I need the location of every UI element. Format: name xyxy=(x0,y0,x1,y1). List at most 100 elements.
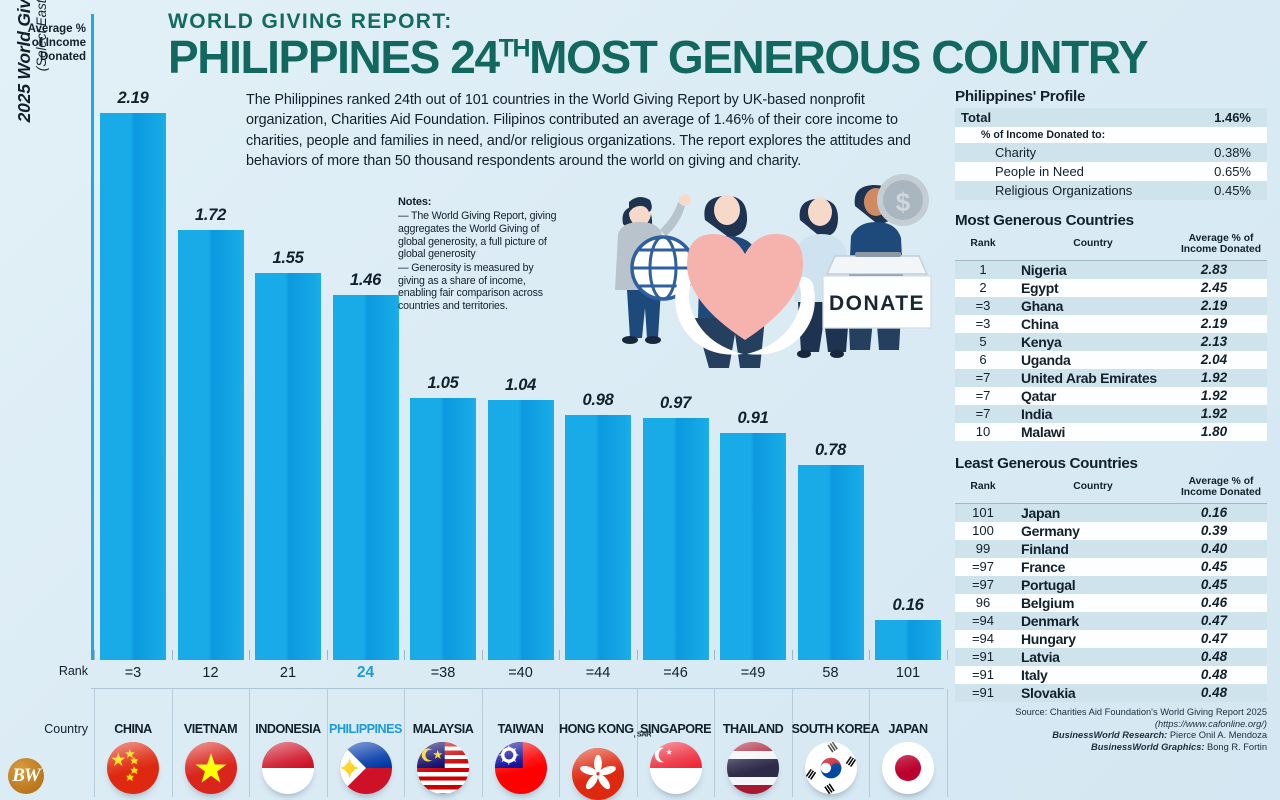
row-rank: =97 xyxy=(971,559,995,575)
table-row: =94 Hungary 0.47 xyxy=(955,629,1267,648)
table-row: 100 Germany 0.39 xyxy=(955,521,1267,540)
axis-cell-singapore: =46 SINGAPORE xyxy=(637,660,715,794)
axis-tick xyxy=(714,650,715,660)
notes-heading: Notes: xyxy=(398,196,432,208)
row-country: Ghana xyxy=(1021,297,1064,314)
bar-column: 1.72 xyxy=(177,10,244,660)
row-value: 2.19 xyxy=(1200,316,1228,332)
row-rank: 100 xyxy=(972,523,994,539)
row-rank: =91 xyxy=(971,667,995,683)
row-value: 2.19 xyxy=(1200,298,1228,314)
axis-cell-separator xyxy=(714,689,715,797)
bar-column: 0.91 xyxy=(720,10,786,660)
rank-value: =3 xyxy=(124,665,142,681)
profile-label: Charity xyxy=(995,145,1037,160)
row-rank: =94 xyxy=(971,631,995,647)
least-generous-table: Rank Country Average % of Income Donated… xyxy=(955,474,1267,702)
axis-tick xyxy=(404,650,405,660)
row-value: 0.48 xyxy=(1200,667,1228,683)
y-axis-title: 2025 World Giving Report Generosity Scor… xyxy=(14,0,50,150)
country-row-label: Country xyxy=(44,722,88,736)
table-row: 6 Uganda 2.04 xyxy=(955,350,1267,369)
profile-row: Total 1.46% xyxy=(955,108,1267,127)
row-rank: =97 xyxy=(971,577,995,593)
bar-column: 1.46 xyxy=(332,10,399,660)
bar-column: 0.97 xyxy=(642,10,709,660)
profile-value: 0.38% xyxy=(1214,145,1251,160)
giving-illustration: $ DONATE xyxy=(545,158,945,373)
country-label: JAPAN xyxy=(888,722,928,736)
row-country: Uganda xyxy=(1021,351,1071,368)
table-row: 1 Nigeria 2.83 xyxy=(955,260,1267,279)
table-row: =91 Slovakia 0.48 xyxy=(955,683,1267,702)
axis-cell-separator xyxy=(326,689,328,797)
row-country: Latvia xyxy=(1021,648,1060,665)
source-url[interactable]: (https://www.cafonline.org/) xyxy=(1154,718,1267,729)
philippines-profile-table: Total 1.46% % of Income Donated to: Charity… xyxy=(955,108,1267,200)
page-title-sup: TH xyxy=(498,34,531,63)
axis-cell-separator xyxy=(946,689,948,797)
row-country: Japan xyxy=(1021,504,1060,521)
y-axis-title-main: 2025 World Giving Report Generosity Scor… xyxy=(14,0,34,122)
axis-cell-separator xyxy=(869,689,870,797)
lg-header-rank: Rank xyxy=(955,474,1011,504)
row-rank: 96 xyxy=(975,595,991,611)
axis-tick xyxy=(171,650,173,660)
bar-japan xyxy=(875,620,941,660)
row-rank: 101 xyxy=(972,505,994,521)
bar-vietnam xyxy=(177,230,244,660)
rank-row-label: Rank xyxy=(58,664,88,678)
bar-value-label: 0.91 xyxy=(737,408,769,427)
row-value: 2.83 xyxy=(1200,262,1228,278)
axis-cell-malaysia: =38 MALAYSIA xyxy=(404,660,482,794)
flag-icon xyxy=(262,742,314,794)
axis-tick xyxy=(869,650,870,660)
row-country: Egypt xyxy=(1021,279,1059,296)
page-title-pre: PHILIPPINES 24 xyxy=(168,31,500,83)
table-row: =7 Qatar 1.92 xyxy=(955,386,1267,405)
profile-row: Charity 0.38% xyxy=(955,143,1267,162)
bar-value-label: 0.16 xyxy=(892,596,924,615)
row-rank: 99 xyxy=(975,541,991,557)
row-rank: 5 xyxy=(979,334,987,350)
country-label: SINGAPORE xyxy=(639,722,712,736)
axis-cell-separator xyxy=(481,689,483,797)
kicker: WORLD GIVING REPORT: xyxy=(168,10,453,33)
axis-cell-south-korea: 58 SOUTH KOREA xyxy=(792,660,880,794)
coin-symbol: $ xyxy=(896,187,911,217)
country-label: INDONESIA xyxy=(255,722,321,736)
row-rank: 6 xyxy=(979,352,987,368)
row-value: 0.48 xyxy=(1200,685,1228,701)
profile-value xyxy=(1192,127,1267,143)
lg-header-value: Average % of Income Donated xyxy=(1175,474,1267,504)
bar-column: 1.04 xyxy=(487,10,554,660)
country-label: CHINA xyxy=(114,722,152,736)
row-rank: =91 xyxy=(971,649,995,665)
rank-value: =38 xyxy=(430,665,456,681)
bar-indonesia xyxy=(255,272,321,660)
profile-value: 0.65% xyxy=(1214,164,1251,179)
country-label: TAIWAN xyxy=(497,722,544,736)
row-country: Italy xyxy=(1021,666,1048,683)
bar-south-korea xyxy=(797,465,864,660)
flag-icon xyxy=(107,742,159,794)
axis-cell-thailand: =49 THAILAND xyxy=(714,660,792,794)
table-row: 99 Finland 0.40 xyxy=(955,539,1267,558)
notes-item-1: — The World Giving Report, giving aggreg… xyxy=(398,210,557,261)
table-row: 5 Kenya 2.13 xyxy=(955,332,1267,351)
table-row: =3 China 2.19 xyxy=(955,314,1267,333)
bar-value-label: 1.05 xyxy=(427,373,459,392)
row-country: China xyxy=(1021,315,1059,332)
bar-china xyxy=(100,112,166,660)
rank-value: =49 xyxy=(740,665,766,681)
table-row: =3 Ghana 2.19 xyxy=(955,296,1267,315)
table-row: 2 Egypt 2.45 xyxy=(955,278,1267,297)
bar-value-label: 2.19 xyxy=(117,88,149,107)
bar-value-label: 1.04 xyxy=(505,376,536,395)
country-label: PHILIPPINES xyxy=(329,722,402,736)
row-country: Finland xyxy=(1021,540,1069,557)
bar-malaysia xyxy=(410,397,476,660)
bar-hong-kong-sar xyxy=(565,415,631,660)
bar-plot: 2.19 1.72 1.55 1.46 1.05 1.04 0.98 0.97 0.91 0.78… xyxy=(94,10,948,660)
row-value: 2.04 xyxy=(1200,352,1228,368)
